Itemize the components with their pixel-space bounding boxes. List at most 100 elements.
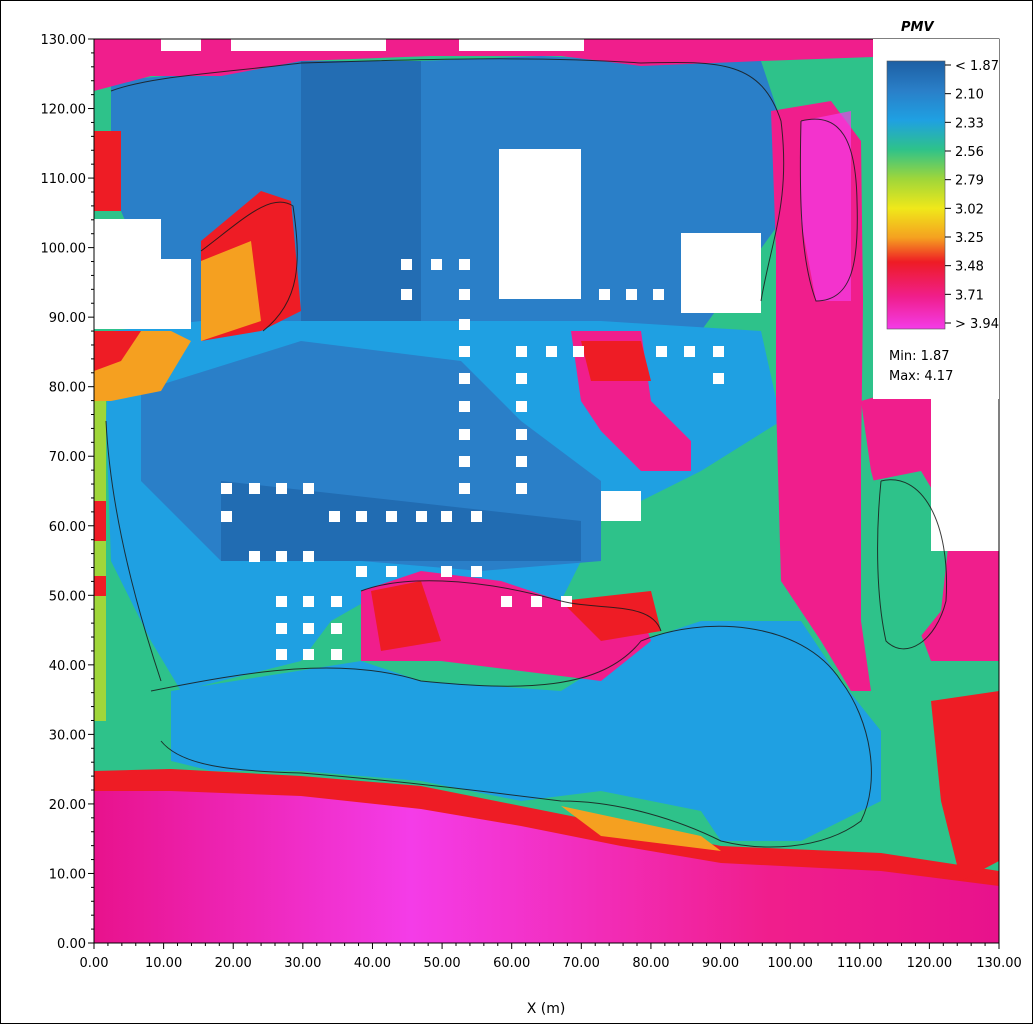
void-cell xyxy=(276,623,287,634)
building-voids xyxy=(94,39,999,551)
void-cell xyxy=(516,373,527,384)
pmv-field xyxy=(94,39,999,943)
building-void-grid xyxy=(221,259,724,660)
void-cell xyxy=(459,456,470,467)
void-cell xyxy=(329,511,340,522)
void-cell xyxy=(531,596,542,607)
void-cell xyxy=(626,289,637,300)
legend-level-label: 2.10 xyxy=(955,88,984,103)
void-cell xyxy=(303,623,314,634)
legend-level-label: < 1.87 xyxy=(955,59,999,74)
x-axis: 0.00 10.00 20.00 30.00 40.00 50.00 60.00 70.00 8… xyxy=(80,943,1022,971)
void-cell xyxy=(276,649,287,660)
void-cell xyxy=(501,596,512,607)
void-cell xyxy=(331,596,342,607)
legend-level-label: 2.33 xyxy=(955,116,984,131)
y-tick-label: 70.00 xyxy=(49,450,86,465)
y-tick-label: 60.00 xyxy=(49,520,86,535)
void-cell xyxy=(516,401,527,412)
void-cell xyxy=(656,346,667,357)
y-tick-label: 100.00 xyxy=(41,242,87,257)
x-tick-label: 70.00 xyxy=(563,956,600,971)
void-cell xyxy=(356,566,367,577)
x-tick-label: 20.00 xyxy=(215,956,252,971)
void-cell xyxy=(561,596,572,607)
y-tick-label: 40.00 xyxy=(49,659,86,674)
void-cell xyxy=(303,649,314,660)
x-axis-title: X (m) xyxy=(527,1001,566,1017)
void-cell xyxy=(356,511,367,522)
legend-level-label: 3.02 xyxy=(955,202,984,217)
void-cell xyxy=(401,289,412,300)
x-tick-label: 60.00 xyxy=(493,956,530,971)
void-cell xyxy=(546,346,557,357)
x-tick-label: 50.00 xyxy=(423,956,460,971)
legend-level-label: 2.56 xyxy=(955,145,984,160)
x-tick-label: 80.00 xyxy=(632,956,669,971)
void-cell xyxy=(249,483,260,494)
void-cell xyxy=(416,511,427,522)
x-tick-label: 30.00 xyxy=(284,956,321,971)
y-tick-label: 30.00 xyxy=(49,728,86,743)
void-cell xyxy=(401,259,412,270)
void-cell xyxy=(386,511,397,522)
void-cell xyxy=(459,483,470,494)
y-tick-label: 130.00 xyxy=(41,33,87,48)
void-cell xyxy=(441,566,452,577)
contour-lines xyxy=(105,58,948,848)
void-cell xyxy=(713,373,724,384)
void-cell xyxy=(459,373,470,384)
void-cell xyxy=(653,289,664,300)
y-tick-label: 50.00 xyxy=(49,589,86,604)
void-cell xyxy=(221,483,232,494)
void-cell xyxy=(441,511,452,522)
y-tick-label: 110.00 xyxy=(41,172,87,187)
x-tick-label: 130.00 xyxy=(976,956,1022,971)
y-tick-label: 0.00 xyxy=(57,937,86,952)
x-tick-label: 10.00 xyxy=(145,956,182,971)
legend-level-label: 3.25 xyxy=(955,231,984,246)
void-cell xyxy=(303,483,314,494)
legend-level-label: 2.79 xyxy=(955,174,984,189)
legend-colorbar xyxy=(886,60,946,330)
void-cell xyxy=(459,346,470,357)
void-cell xyxy=(471,566,482,577)
x-tick-label: 110.00 xyxy=(837,956,883,971)
legend-level-label: 3.48 xyxy=(955,260,984,275)
legend-max: Max: 4.17 xyxy=(889,369,953,384)
y-axis: 0.00 10.00 20.00 30.00 40.00 50.00 60.00 70.00 8… xyxy=(41,33,94,952)
x-tick-label: 40.00 xyxy=(354,956,391,971)
x-tick-label: 120.00 xyxy=(907,956,953,971)
void-cell xyxy=(516,346,527,357)
legend-min: Min: 1.87 xyxy=(889,349,950,364)
legend-title: PMV xyxy=(901,20,934,35)
x-tick-label: 0.00 xyxy=(80,956,109,971)
void-cell xyxy=(276,551,287,562)
void-cell xyxy=(459,289,470,300)
void-cell xyxy=(713,346,724,357)
x-tick-label: 100.00 xyxy=(767,956,813,971)
plot-border xyxy=(93,38,1000,944)
y-tick-label: 90.00 xyxy=(49,311,86,326)
void-cell xyxy=(459,259,470,270)
legend-level-label: 3.71 xyxy=(955,288,984,303)
y-tick-label: 120.00 xyxy=(41,103,87,118)
legend-level-label: > 3.94 xyxy=(955,317,999,332)
x-tick-label: 90.00 xyxy=(702,956,739,971)
void-cell xyxy=(684,346,695,357)
void-cell xyxy=(276,483,287,494)
void-cell xyxy=(459,319,470,330)
void-cell xyxy=(431,259,442,270)
y-tick-label: 10.00 xyxy=(49,867,86,882)
void-cell xyxy=(221,511,232,522)
void-cell xyxy=(331,649,342,660)
void-cell xyxy=(516,429,527,440)
void-cell xyxy=(471,511,482,522)
void-cell xyxy=(459,401,470,412)
void-cell xyxy=(276,596,287,607)
legend: PMV < 1.87 2.10 2.33 2.56 2.79 3.02 3.25 3.48 3.… xyxy=(873,20,999,399)
void-cell xyxy=(249,551,260,562)
void-cell xyxy=(516,456,527,467)
